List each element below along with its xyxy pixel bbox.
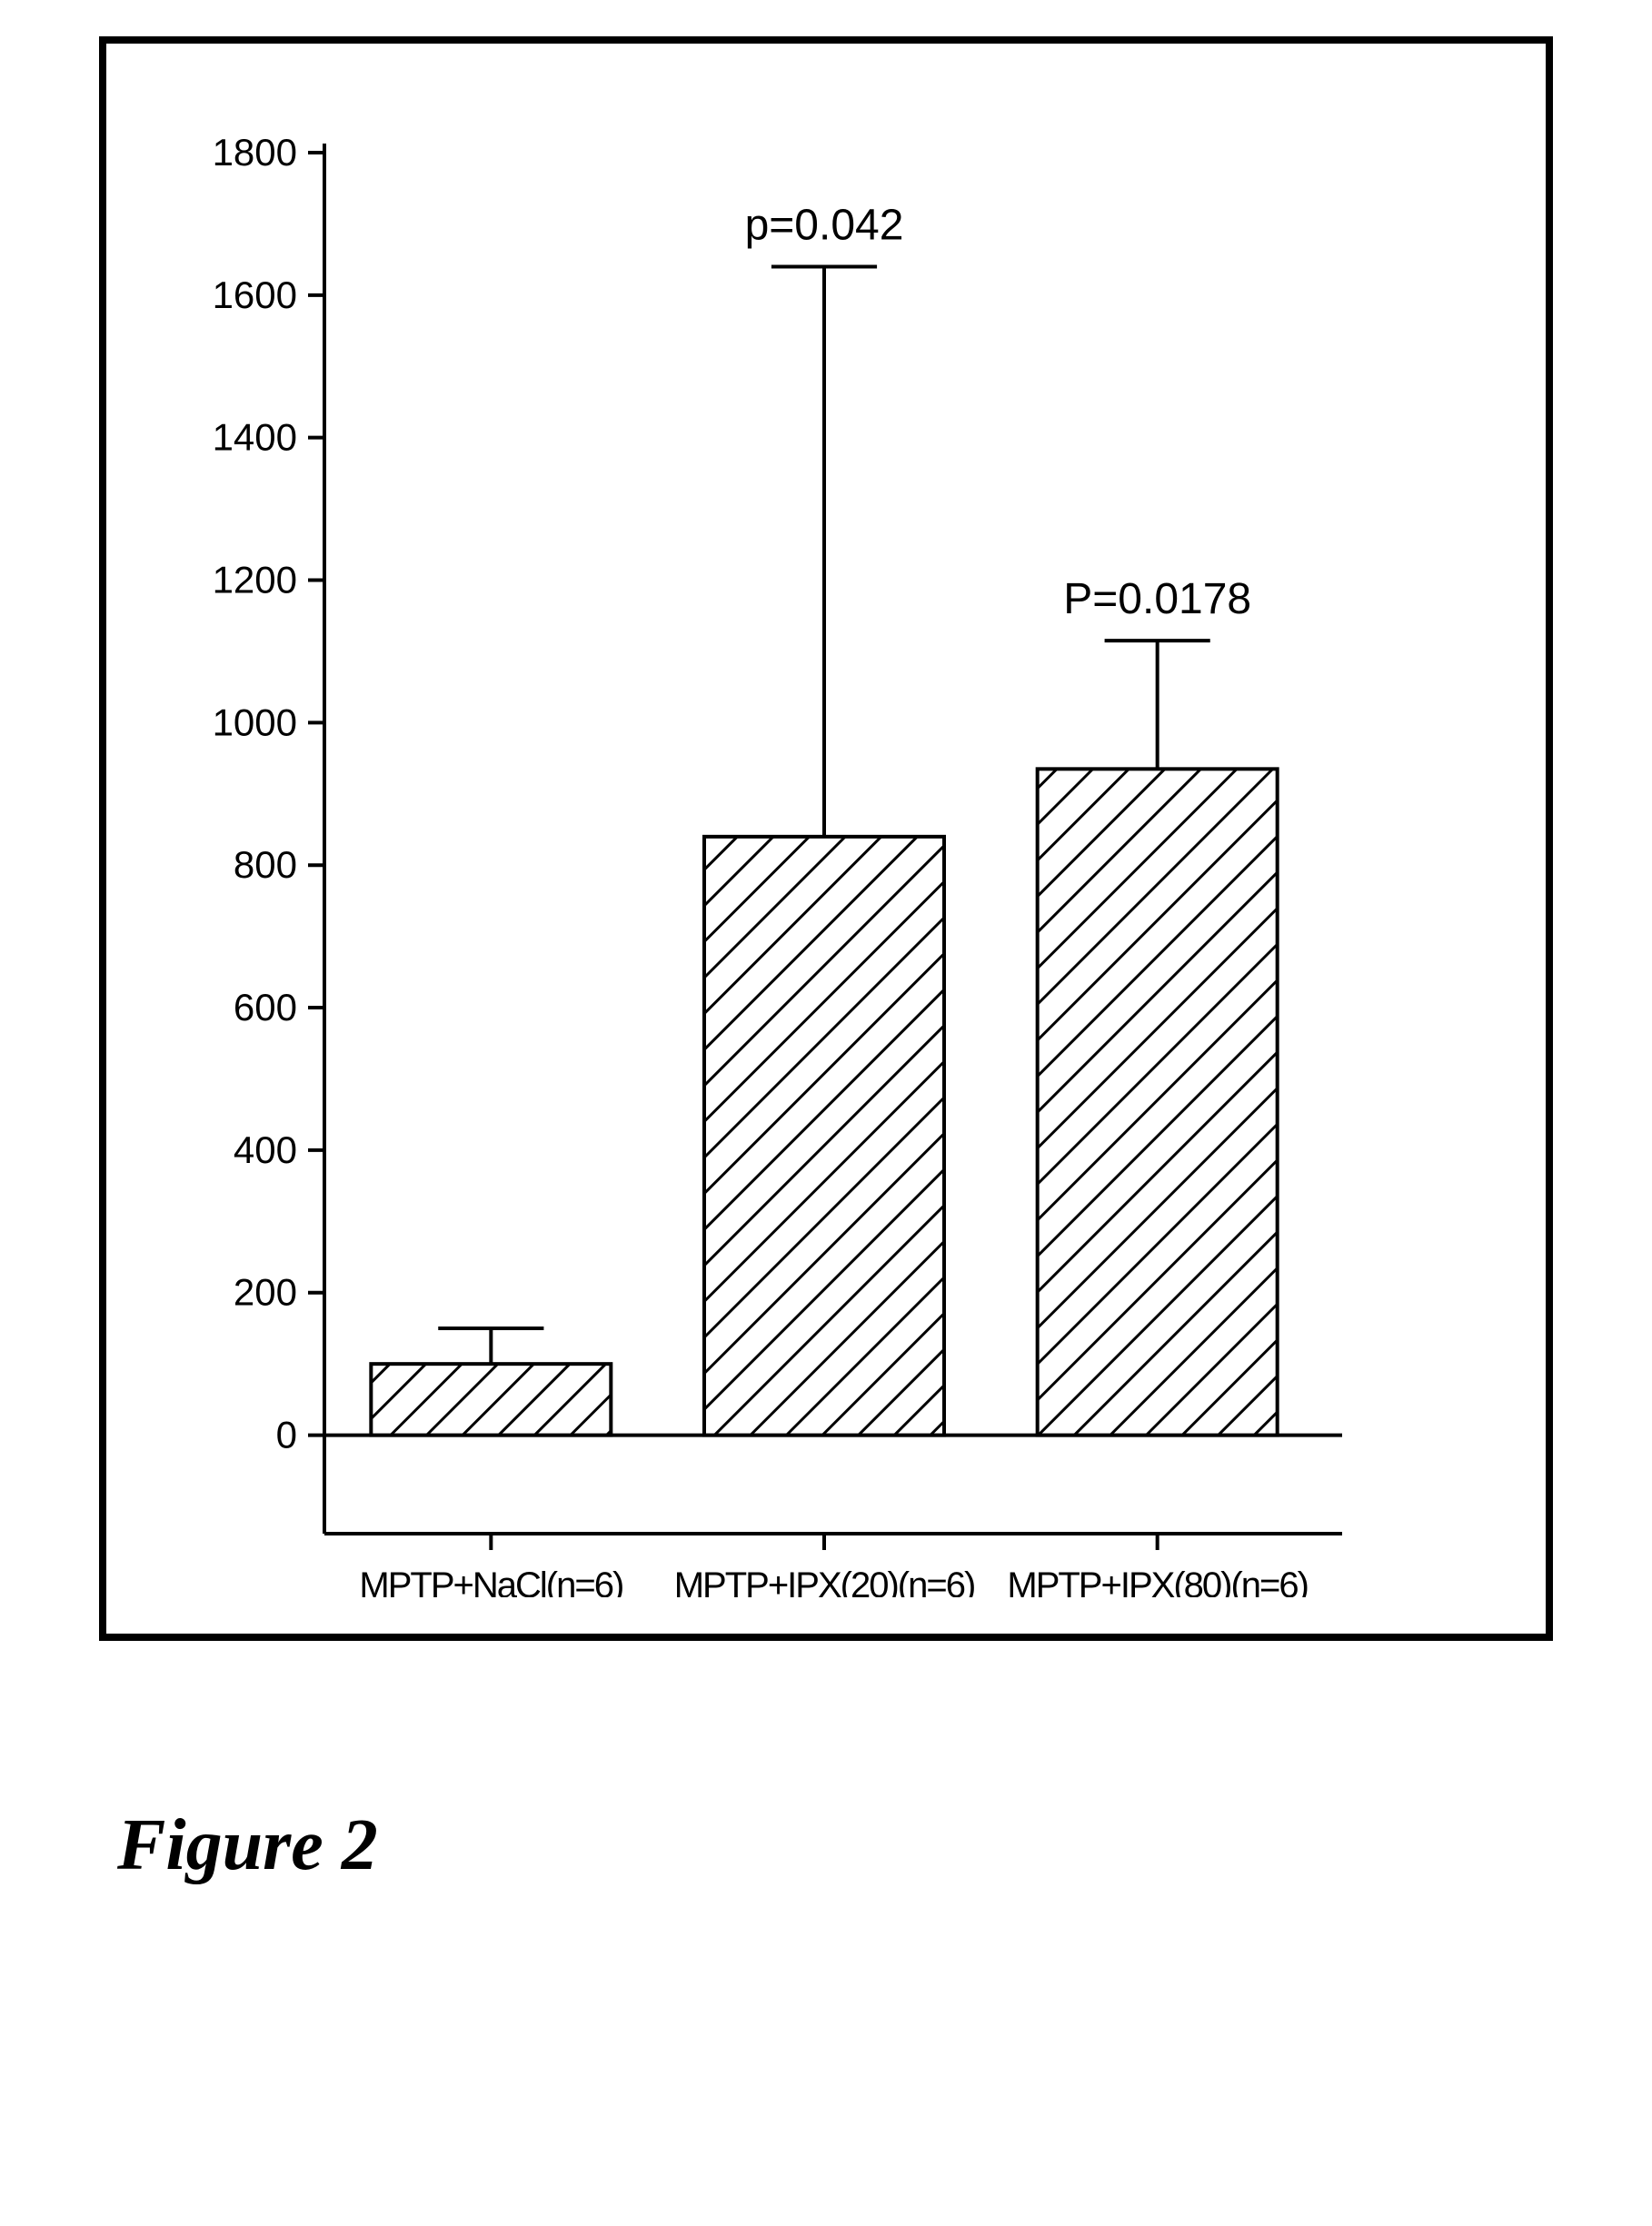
x-tick-label: MPTP+NaCl(n=6) xyxy=(359,1565,622,1597)
p-value-label: P=0.0178 xyxy=(1063,575,1251,623)
y-tick-label: 1400 xyxy=(213,416,297,459)
y-tick-label: 1800 xyxy=(213,131,297,174)
bar-chart: 0 200 400 600 800 1000 1200 1400 1600 1800 MPTP+Na… xyxy=(143,98,1369,1597)
y-tick-label: 1600 xyxy=(213,273,297,316)
figure-frame: 0 200 400 600 800 1000 1200 1400 1600 1800 MPTP+Na… xyxy=(99,36,1553,1887)
bar xyxy=(371,1364,611,1435)
y-tick-label: 1000 xyxy=(213,701,297,743)
y-tick-label: 600 xyxy=(234,986,297,1029)
y-tick-label: 1200 xyxy=(213,559,297,601)
bar xyxy=(704,837,944,1436)
x-tick-label: MPTP+IPX(20)(n=6) xyxy=(674,1565,975,1597)
y-tick-label: 400 xyxy=(234,1128,297,1171)
y-tick-label: 0 xyxy=(276,1414,297,1456)
p-value-label: p=0.042 xyxy=(745,201,904,249)
x-tick-label: MPTP+IPX(80)(n=6) xyxy=(1007,1565,1308,1597)
figure-caption: Figure 2 xyxy=(117,1804,1553,1887)
bar xyxy=(1038,769,1278,1435)
y-tick-label: 200 xyxy=(234,1271,297,1314)
chart-border-box: 0 200 400 600 800 1000 1200 1400 1600 1800 MPTP+Na… xyxy=(99,36,1553,1641)
y-tick-label: 800 xyxy=(234,843,297,886)
